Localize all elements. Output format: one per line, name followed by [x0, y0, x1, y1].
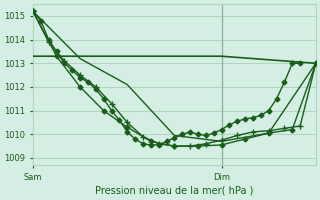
X-axis label: Pression niveau de la mer( hPa ): Pression niveau de la mer( hPa ) [95, 186, 253, 196]
